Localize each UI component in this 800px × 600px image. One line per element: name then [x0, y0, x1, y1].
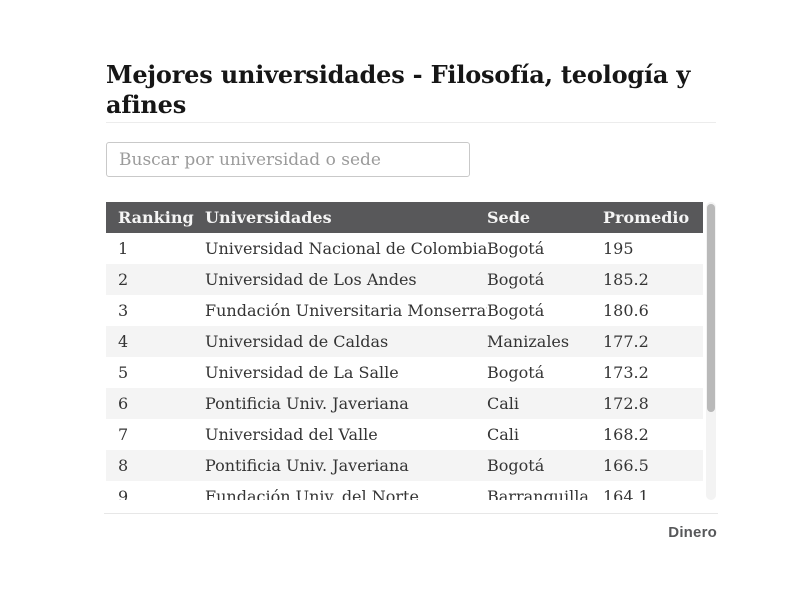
table-row: 3 Fundación Universitaria Monserrate Bogot…: [106, 295, 703, 326]
promedio-cell: 180.6: [603, 301, 649, 320]
column-header-sede: Sede: [487, 202, 603, 233]
column-header-promedio: Promedio: [603, 202, 703, 233]
table-row: 5 Universidad de La Salle Bogotá 173.2: [106, 357, 703, 388]
sede-cell: Bogotá: [487, 301, 545, 320]
ranking-table-container: Ranking Universidades Sede Promedio 1 Uni…: [106, 202, 716, 500]
page-title: Mejores universidades - Filosofía, teolo…: [106, 60, 691, 120]
promedio-cell: 168.2: [603, 425, 649, 444]
universidad-cell: Fundación Univ. del Norte: [205, 487, 419, 500]
brand-logo: Dinero: [668, 524, 717, 541]
universidad-cell: Fundación Universitaria Monserrate: [205, 301, 487, 320]
ranking-cell: 7: [118, 425, 129, 444]
column-header-ranking: Ranking: [106, 202, 205, 233]
table-body: 1 Universidad Nacional de Colombia Bogotá 1…: [106, 233, 703, 500]
universidad-cell: Universidad del Valle: [205, 425, 378, 444]
table-row: 6 Pontificia Univ. Javeriana Cali 172.8: [106, 388, 703, 419]
universidad-cell: Universidad de Los Andes: [205, 270, 417, 289]
ranking-cell: 1: [118, 239, 129, 258]
ranking-table-viewport: Ranking Universidades Sede Promedio 1 Uni…: [106, 202, 703, 500]
ranking-table: Ranking Universidades Sede Promedio 1 Uni…: [106, 202, 703, 500]
table-row: 7 Universidad del Valle Cali 168.2: [106, 419, 703, 450]
footer-divider: [104, 513, 718, 514]
table-header: Ranking Universidades Sede Promedio: [106, 202, 703, 233]
ranking-cell: 5: [118, 363, 129, 382]
ranking-cell: 8: [118, 456, 129, 475]
sede-cell: Cali: [487, 394, 520, 413]
title-divider: [106, 122, 716, 123]
universidad-cell: Pontificia Univ. Javeriana: [205, 394, 409, 413]
table-row: 4 Universidad de Caldas Manizales 177.2: [106, 326, 703, 357]
search-input[interactable]: [106, 142, 470, 177]
table-row: 9 Fundación Univ. del Norte Barranquilla 16…: [106, 481, 703, 500]
universidad-cell: Universidad Nacional de Colombia: [205, 239, 487, 258]
sede-cell: Bogotá: [487, 239, 545, 258]
promedio-cell: 164.1: [603, 487, 649, 500]
sede-cell: Bogotá: [487, 456, 545, 475]
sede-cell: Manizales: [487, 332, 570, 351]
sede-cell: Bogotá: [487, 363, 545, 382]
promedio-cell: 166.5: [603, 456, 649, 475]
ranking-cell: 6: [118, 394, 129, 413]
vertical-scrollbar[interactable]: [706, 202, 716, 500]
column-header-universidades: Universidades: [205, 202, 487, 233]
scrollbar-thumb[interactable]: [707, 204, 715, 412]
promedio-cell: 195: [603, 239, 634, 258]
table-row: 8 Pontificia Univ. Javeriana Bogotá 166.5: [106, 450, 703, 481]
table-row: 1 Universidad Nacional de Colombia Bogotá 1…: [106, 233, 703, 264]
sede-cell: Barranquilla: [487, 487, 589, 500]
promedio-cell: 172.8: [603, 394, 649, 413]
sede-cell: Bogotá: [487, 270, 545, 289]
universidad-cell: Universidad de Caldas: [205, 332, 389, 351]
universidad-cell: Universidad de La Salle: [205, 363, 399, 382]
promedio-cell: 173.2: [603, 363, 649, 382]
sede-cell: Cali: [487, 425, 520, 444]
promedio-cell: 177.2: [603, 332, 649, 351]
ranking-cell: 4: [118, 332, 129, 351]
promedio-cell: 185.2: [603, 270, 649, 289]
ranking-cell: 3: [118, 301, 129, 320]
table-row: 2 Universidad de Los Andes Bogotá 185.2: [106, 264, 703, 295]
ranking-cell: 2: [118, 270, 129, 289]
ranking-cell: 9: [118, 487, 129, 500]
universidad-cell: Pontificia Univ. Javeriana: [205, 456, 409, 475]
